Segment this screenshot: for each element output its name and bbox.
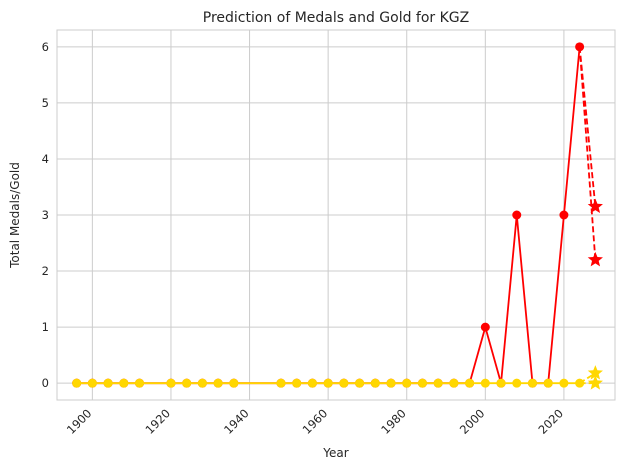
- data-point-gold: [512, 378, 522, 388]
- series-layer: [72, 42, 603, 390]
- data-point-gold: [527, 378, 537, 388]
- y-tick-label: 0: [42, 376, 49, 390]
- data-point-gold: [166, 378, 176, 388]
- data-point-gold: [480, 378, 490, 388]
- data-point-gold-prediction: [587, 365, 603, 380]
- series-medals-prediction-2: [578, 46, 603, 267]
- data-point-medals-prediction-2: [587, 251, 603, 267]
- series-gold-prediction: [579, 365, 603, 384]
- data-point-gold: [370, 378, 380, 388]
- series-gold-prediction-2: [579, 375, 603, 390]
- data-point-gold: [276, 378, 286, 388]
- data-point-gold: [213, 378, 223, 388]
- y-tick-label: 6: [42, 40, 49, 54]
- data-point-medals: [512, 210, 522, 220]
- data-point-gold: [543, 378, 553, 388]
- series-gold: [72, 378, 585, 388]
- data-point-gold: [135, 378, 145, 388]
- data-point-gold: [386, 378, 396, 388]
- data-point-gold: [197, 378, 207, 388]
- series-line-gold-prediction: [579, 372, 596, 384]
- y-tick-label: 4: [42, 152, 49, 166]
- data-point-gold: [449, 378, 459, 388]
- data-point-gold: [103, 378, 113, 388]
- data-point-gold: [87, 378, 97, 388]
- data-point-gold: [339, 378, 349, 388]
- y-tick-label: 3: [42, 208, 49, 222]
- data-point-gold: [292, 378, 302, 388]
- data-point-gold: [465, 378, 475, 388]
- data-point-gold: [417, 378, 427, 388]
- data-point-medals: [480, 322, 490, 332]
- data-point-gold: [355, 378, 365, 388]
- data-point-gold: [402, 378, 412, 388]
- y-axis-label: Total Medals/Gold: [8, 162, 22, 269]
- data-point-gold: [433, 378, 443, 388]
- data-point-gold: [72, 378, 82, 388]
- data-point-medals: [559, 210, 569, 220]
- y-axis: 0 1 2 3 4 5 6: [42, 40, 49, 390]
- data-point-gold: [119, 378, 129, 388]
- data-point-medals-prediction: [587, 198, 603, 214]
- plot-frame: [56, 29, 616, 401]
- data-point-medals: [575, 42, 585, 52]
- data-point-gold: [323, 378, 333, 388]
- y-tick-label: 5: [42, 96, 49, 110]
- data-point-gold: [182, 378, 192, 388]
- y-tick-label: 1: [42, 320, 49, 334]
- data-point-gold: [307, 378, 317, 388]
- data-point-gold-prediction-2: [587, 375, 603, 390]
- series-medals-prediction: [578, 46, 603, 214]
- data-point-gold: [559, 378, 569, 388]
- data-point-gold: [229, 378, 239, 388]
- y-tick-label: 2: [42, 264, 49, 278]
- x-axis-label: Year: [322, 446, 348, 460]
- chart-title: Prediction of Medals and Gold for KGZ: [203, 10, 470, 26]
- data-point-gold: [496, 378, 506, 388]
